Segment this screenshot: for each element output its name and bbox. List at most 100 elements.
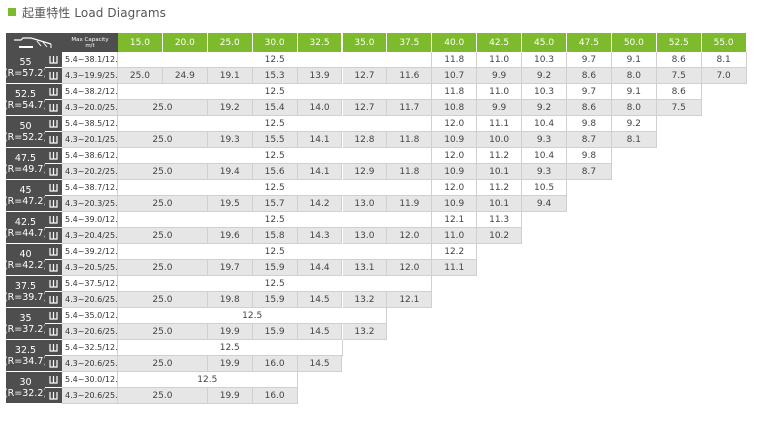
capacity-cell: 10.2 xyxy=(477,228,523,244)
capacity-cell: 11.3 xyxy=(477,212,523,228)
capacity-range-label: 4.3~20.6/25.0 xyxy=(62,324,118,340)
capacity-cell: 9.9 xyxy=(477,68,523,84)
capacity-span-cell: 12.5 xyxy=(118,308,388,324)
radius-header: 47.5 xyxy=(567,33,612,52)
capacity-cell: 9.9 xyxy=(477,100,523,116)
capacity-cell: 10.3 xyxy=(522,84,567,100)
capacity-cell: 13.0 xyxy=(342,228,388,244)
capacity-cell: 9.2 xyxy=(611,116,657,132)
capacity-cell: 15.6 xyxy=(252,164,298,180)
radius-header: 52.5 xyxy=(656,33,702,52)
outrigger-icon xyxy=(45,388,62,404)
capacity-cell: 12.8 xyxy=(342,132,388,148)
boom-radius: (R=47.2) xyxy=(6,195,45,207)
boom-length: 30 xyxy=(19,376,32,388)
boom-length: 55 xyxy=(19,56,32,68)
radius-header: 30.0 xyxy=(252,33,298,52)
capacity-cell: 9.2 xyxy=(522,68,567,84)
capacity-range-label: 5.4~38.6/12.5 xyxy=(62,148,118,164)
radius-header: 40.0 xyxy=(432,33,478,52)
capacity-cell: 11.8 xyxy=(432,84,478,100)
capacity-cell: 15.4 xyxy=(252,100,298,116)
capacity-cell: 15.3 xyxy=(252,68,298,84)
capacity-range-label: 5.4~38.1/12.5 xyxy=(62,52,118,68)
capacity-span-cell: 25.0 xyxy=(118,196,208,212)
capacity-span-cell: 12.5 xyxy=(118,84,433,100)
capacity-cell: 12.7 xyxy=(342,68,388,84)
outrigger-icon xyxy=(45,164,62,180)
capacity-cell: 11.0 xyxy=(477,84,523,100)
boom-length: 37.5 xyxy=(14,280,37,292)
radius-header: 55.0 xyxy=(701,33,747,52)
capacity-span-cell: 12.5 xyxy=(118,244,433,260)
outrigger-icon xyxy=(45,180,62,196)
boom-length: 50 xyxy=(19,120,32,132)
capacity-cell: 11.6 xyxy=(387,68,433,84)
radius-header: 35.0 xyxy=(342,33,388,52)
capacity-cell: 8.0 xyxy=(611,68,657,84)
capacity-span-cell: 12.5 xyxy=(118,340,343,356)
capacity-cell: 9.4 xyxy=(522,196,567,212)
capacity-range-label: 5.4~38.7/12.5 xyxy=(62,180,118,196)
capacity-cell: 10.5 xyxy=(522,180,567,196)
boom-radius: (R=39.7) xyxy=(6,291,45,303)
capacity-cell: 11.0 xyxy=(477,52,523,68)
boom-length: 42.5 xyxy=(14,216,37,228)
capacity-cell: 19.9 xyxy=(207,388,253,404)
capacity-range-label: 5.4~37.5/12.5 xyxy=(62,276,118,292)
max-capacity-unit: m/t xyxy=(85,42,95,49)
boom-radius: (R=34.7) xyxy=(6,355,45,367)
capacity-cell: 12.0 xyxy=(387,260,433,276)
capacity-cell: 15.8 xyxy=(252,228,298,244)
capacity-span-cell: 25.0 xyxy=(118,356,208,372)
capacity-cell: 8.0 xyxy=(611,100,657,116)
capacity-range-label: 5.4~30.0/12.5 xyxy=(62,372,118,388)
radius-header: 15.0 xyxy=(118,33,163,52)
radius-header: 42.5 xyxy=(477,33,523,52)
boom-length-cell: 50 (R=52.2) xyxy=(6,116,45,148)
capacity-cell: 14.5 xyxy=(297,324,343,340)
capacity-cell: 12.1 xyxy=(387,292,433,308)
outrigger-icon xyxy=(45,260,62,276)
capacity-cell: 19.3 xyxy=(207,132,253,148)
outrigger-icon xyxy=(45,52,62,68)
outrigger-icon xyxy=(45,68,62,84)
capacity-cell: 11.9 xyxy=(387,196,433,212)
radius-header: 45.0 xyxy=(522,33,567,52)
boom-radius: (R=42.2) xyxy=(6,259,45,271)
capacity-range-label: 5.4~39.0/12.5 xyxy=(62,212,118,228)
radius-header: 37.5 xyxy=(387,33,433,52)
capacity-cell: 19.5 xyxy=(207,196,253,212)
capacity-cell: 10.4 xyxy=(522,116,567,132)
capacity-cell: 9.1 xyxy=(611,52,657,68)
capacity-cell: 9.3 xyxy=(522,132,567,148)
capacity-cell: 15.9 xyxy=(252,260,298,276)
capacity-range-label: 4.3~20.6/25.0 xyxy=(62,292,118,308)
radius-header: 20.0 xyxy=(162,33,208,52)
crane-icon xyxy=(14,36,52,48)
capacity-range-label: 4.3~20.1/25.0 xyxy=(62,132,118,148)
capacity-cell: 10.9 xyxy=(432,132,478,148)
capacity-span-cell: 25.0 xyxy=(118,260,208,276)
capacity-range-label: 4.3~20.6/25.0 xyxy=(62,356,118,372)
outrigger-icon xyxy=(45,132,62,148)
capacity-span-cell: 25.0 xyxy=(118,324,208,340)
capacity-cell: 8.6 xyxy=(567,68,612,84)
capacity-cell: 8.1 xyxy=(611,132,657,148)
capacity-cell: 8.1 xyxy=(701,52,747,68)
outrigger-icon xyxy=(45,212,62,228)
capacity-cell: 7.0 xyxy=(701,68,747,84)
capacity-cell: 10.3 xyxy=(522,52,567,68)
capacity-cell: 19.2 xyxy=(207,100,253,116)
capacity-cell: 12.2 xyxy=(432,244,478,260)
boom-length-cell: 40 (R=42.2) xyxy=(6,244,45,276)
outrigger-icon xyxy=(45,196,62,212)
capacity-cell: 11.8 xyxy=(387,164,433,180)
boom-length: 52.5 xyxy=(14,88,37,100)
capacity-cell: 13.0 xyxy=(342,196,388,212)
capacity-cell: 14.1 xyxy=(297,164,343,180)
radius-header: 25.0 xyxy=(207,33,253,52)
capacity-span-cell: 12.5 xyxy=(118,116,433,132)
capacity-span-cell: 12.5 xyxy=(118,180,433,196)
max-capacity-label: Max Capacity xyxy=(71,36,109,43)
